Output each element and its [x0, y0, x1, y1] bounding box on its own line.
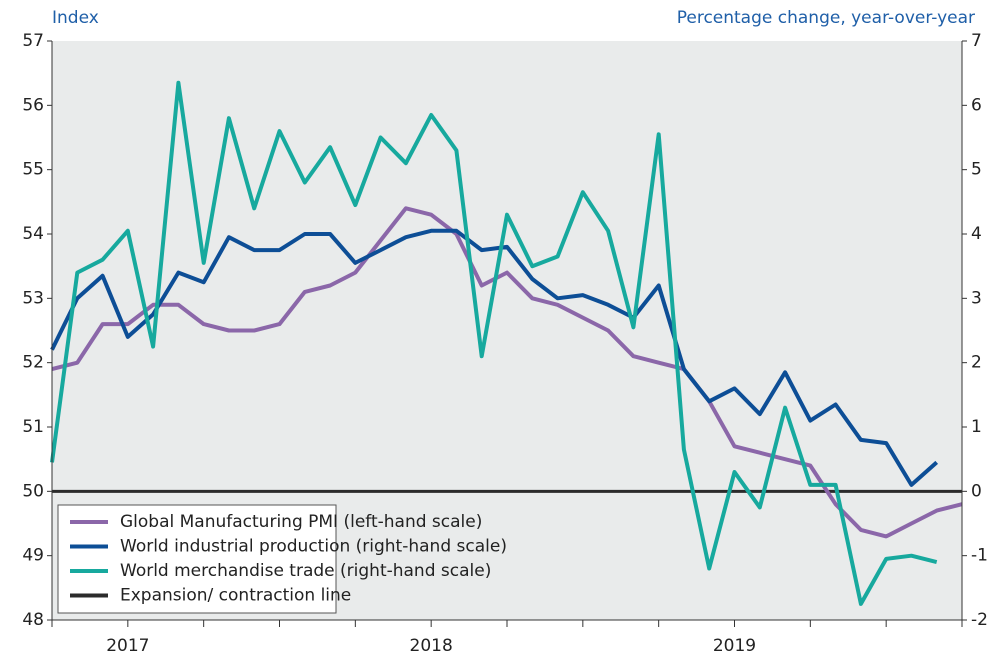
y-tick-label: 57 [22, 31, 44, 51]
right-axis-label: Percentage change, year-over-year [677, 8, 975, 28]
y2-tick-label: 1 [971, 417, 982, 437]
left-axis-label: Index [52, 8, 99, 28]
y2-tick-label: 0 [971, 481, 982, 501]
series-line [50, 80, 938, 606]
y-tick-label: 50 [22, 481, 44, 501]
legend-label: World merchandise trade (right-hand scal… [120, 561, 491, 581]
legend-label: Global Manufacturing PMI (left-hand scal… [120, 512, 482, 532]
y2-tick-label: 3 [971, 288, 982, 308]
marks [50, 80, 963, 606]
x-tick-label: 2019 [713, 636, 756, 656]
y-tick-label: 53 [22, 288, 44, 308]
x-tick-label: 2018 [410, 636, 453, 656]
legend-label: World industrial production (right-hand … [120, 537, 507, 557]
y-tick-label: 52 [22, 353, 44, 373]
y2-tick-label: 4 [971, 224, 982, 244]
y2-tick-label: 6 [971, 95, 982, 115]
y-tick-label: 48 [22, 610, 44, 630]
x-tick-label: 2017 [106, 636, 149, 656]
y-tick-label: 54 [22, 224, 44, 244]
y2-tick-label: 5 [971, 160, 982, 180]
y2-tick-label: 7 [971, 31, 982, 51]
y2-tick-label: -1 [971, 546, 988, 566]
y-tick-label: 56 [22, 95, 44, 115]
y2-tick-label: 2 [971, 353, 982, 373]
series-line [51, 206, 963, 539]
y-tick-label: 49 [22, 546, 44, 566]
y2-tick-label: -2 [971, 610, 988, 630]
series-line [50, 228, 939, 487]
y-tick-label: 55 [22, 160, 44, 180]
y-tick-label: 51 [22, 417, 44, 437]
legend-label: Expansion/ contraction line [120, 586, 351, 606]
